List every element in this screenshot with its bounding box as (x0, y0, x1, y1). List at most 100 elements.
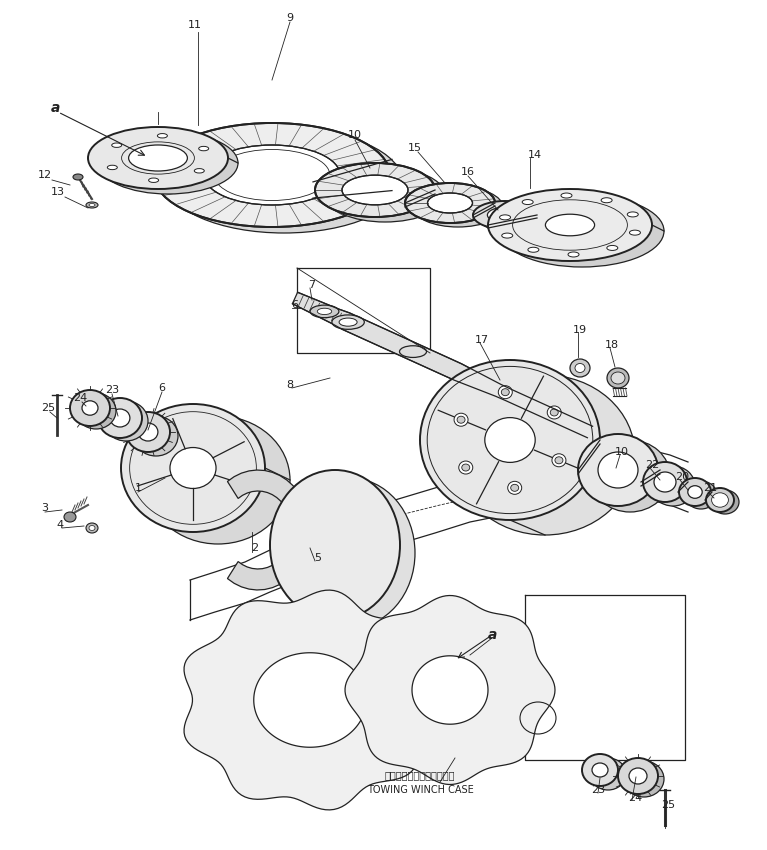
Ellipse shape (662, 476, 684, 496)
Text: 6: 6 (159, 383, 166, 393)
Ellipse shape (568, 252, 579, 257)
Ellipse shape (325, 168, 445, 222)
Ellipse shape (627, 212, 638, 217)
Ellipse shape (473, 201, 537, 229)
Text: a: a (51, 101, 60, 115)
Ellipse shape (502, 233, 512, 238)
Text: 16: 16 (461, 167, 475, 177)
Ellipse shape (561, 193, 572, 198)
Ellipse shape (607, 246, 617, 251)
Ellipse shape (166, 129, 402, 233)
Ellipse shape (601, 198, 612, 203)
Ellipse shape (420, 360, 600, 520)
Ellipse shape (86, 202, 98, 208)
Ellipse shape (552, 454, 566, 467)
Ellipse shape (157, 133, 167, 138)
Ellipse shape (522, 200, 533, 205)
Text: 9: 9 (286, 13, 294, 23)
Ellipse shape (352, 180, 418, 210)
Ellipse shape (592, 763, 608, 777)
Ellipse shape (457, 416, 465, 423)
Polygon shape (228, 470, 310, 590)
Ellipse shape (129, 145, 187, 171)
Text: 12: 12 (38, 170, 52, 180)
Ellipse shape (610, 458, 650, 494)
Ellipse shape (86, 523, 98, 533)
Ellipse shape (270, 470, 400, 620)
Text: 6: 6 (291, 300, 298, 310)
Ellipse shape (570, 359, 590, 377)
Text: 5: 5 (314, 553, 321, 563)
Ellipse shape (582, 754, 618, 786)
Ellipse shape (508, 481, 522, 495)
Ellipse shape (89, 203, 95, 207)
Ellipse shape (146, 416, 290, 544)
Ellipse shape (427, 193, 472, 213)
Polygon shape (292, 292, 593, 438)
Polygon shape (345, 596, 555, 785)
Ellipse shape (511, 484, 518, 491)
Ellipse shape (630, 230, 640, 235)
Ellipse shape (204, 145, 340, 205)
Ellipse shape (70, 390, 110, 426)
Text: a: a (487, 628, 497, 642)
Ellipse shape (499, 215, 511, 220)
Ellipse shape (528, 247, 539, 252)
Text: 1: 1 (134, 483, 141, 493)
Text: 22: 22 (645, 460, 659, 470)
Text: 18: 18 (605, 340, 619, 350)
Ellipse shape (121, 404, 265, 532)
Text: 3: 3 (41, 503, 48, 513)
Ellipse shape (611, 372, 625, 384)
Ellipse shape (455, 375, 635, 535)
Ellipse shape (493, 210, 528, 226)
Ellipse shape (194, 168, 204, 173)
Ellipse shape (711, 490, 739, 514)
Text: TOWING WINCH CASE: TOWING WINCH CASE (367, 785, 473, 795)
Ellipse shape (462, 464, 469, 471)
Text: トーイングウィンチケース: トーイングウィンチケース (385, 770, 456, 780)
Ellipse shape (98, 398, 142, 438)
Ellipse shape (89, 525, 95, 530)
Ellipse shape (107, 165, 117, 170)
Ellipse shape (651, 466, 695, 506)
Text: 17: 17 (475, 335, 489, 345)
Ellipse shape (578, 434, 658, 506)
Ellipse shape (643, 462, 687, 502)
Ellipse shape (405, 183, 495, 223)
Text: 25: 25 (661, 800, 675, 810)
Text: 24: 24 (73, 393, 87, 403)
Text: 2: 2 (252, 543, 258, 553)
Text: 20: 20 (675, 472, 689, 482)
Text: 15: 15 (408, 143, 422, 153)
Ellipse shape (499, 386, 512, 399)
Text: 4: 4 (57, 520, 64, 530)
Ellipse shape (154, 123, 390, 227)
Text: 19: 19 (573, 325, 587, 335)
Text: 14: 14 (528, 150, 542, 160)
Ellipse shape (318, 309, 331, 314)
Ellipse shape (575, 364, 585, 372)
Ellipse shape (500, 195, 664, 267)
Ellipse shape (400, 346, 426, 358)
Text: 13: 13 (51, 187, 65, 197)
Ellipse shape (485, 417, 535, 462)
Ellipse shape (487, 207, 522, 223)
Ellipse shape (110, 409, 130, 427)
Ellipse shape (342, 175, 408, 205)
Ellipse shape (694, 489, 708, 501)
Ellipse shape (502, 388, 509, 396)
Ellipse shape (688, 485, 703, 498)
Ellipse shape (618, 758, 658, 794)
Ellipse shape (112, 143, 122, 147)
Ellipse shape (126, 412, 170, 452)
Ellipse shape (598, 452, 638, 488)
Ellipse shape (624, 761, 664, 797)
Ellipse shape (654, 472, 676, 492)
Ellipse shape (547, 406, 561, 419)
Ellipse shape (199, 146, 209, 150)
Ellipse shape (454, 413, 468, 426)
Ellipse shape (550, 409, 558, 416)
Ellipse shape (590, 758, 626, 790)
Ellipse shape (479, 204, 543, 232)
